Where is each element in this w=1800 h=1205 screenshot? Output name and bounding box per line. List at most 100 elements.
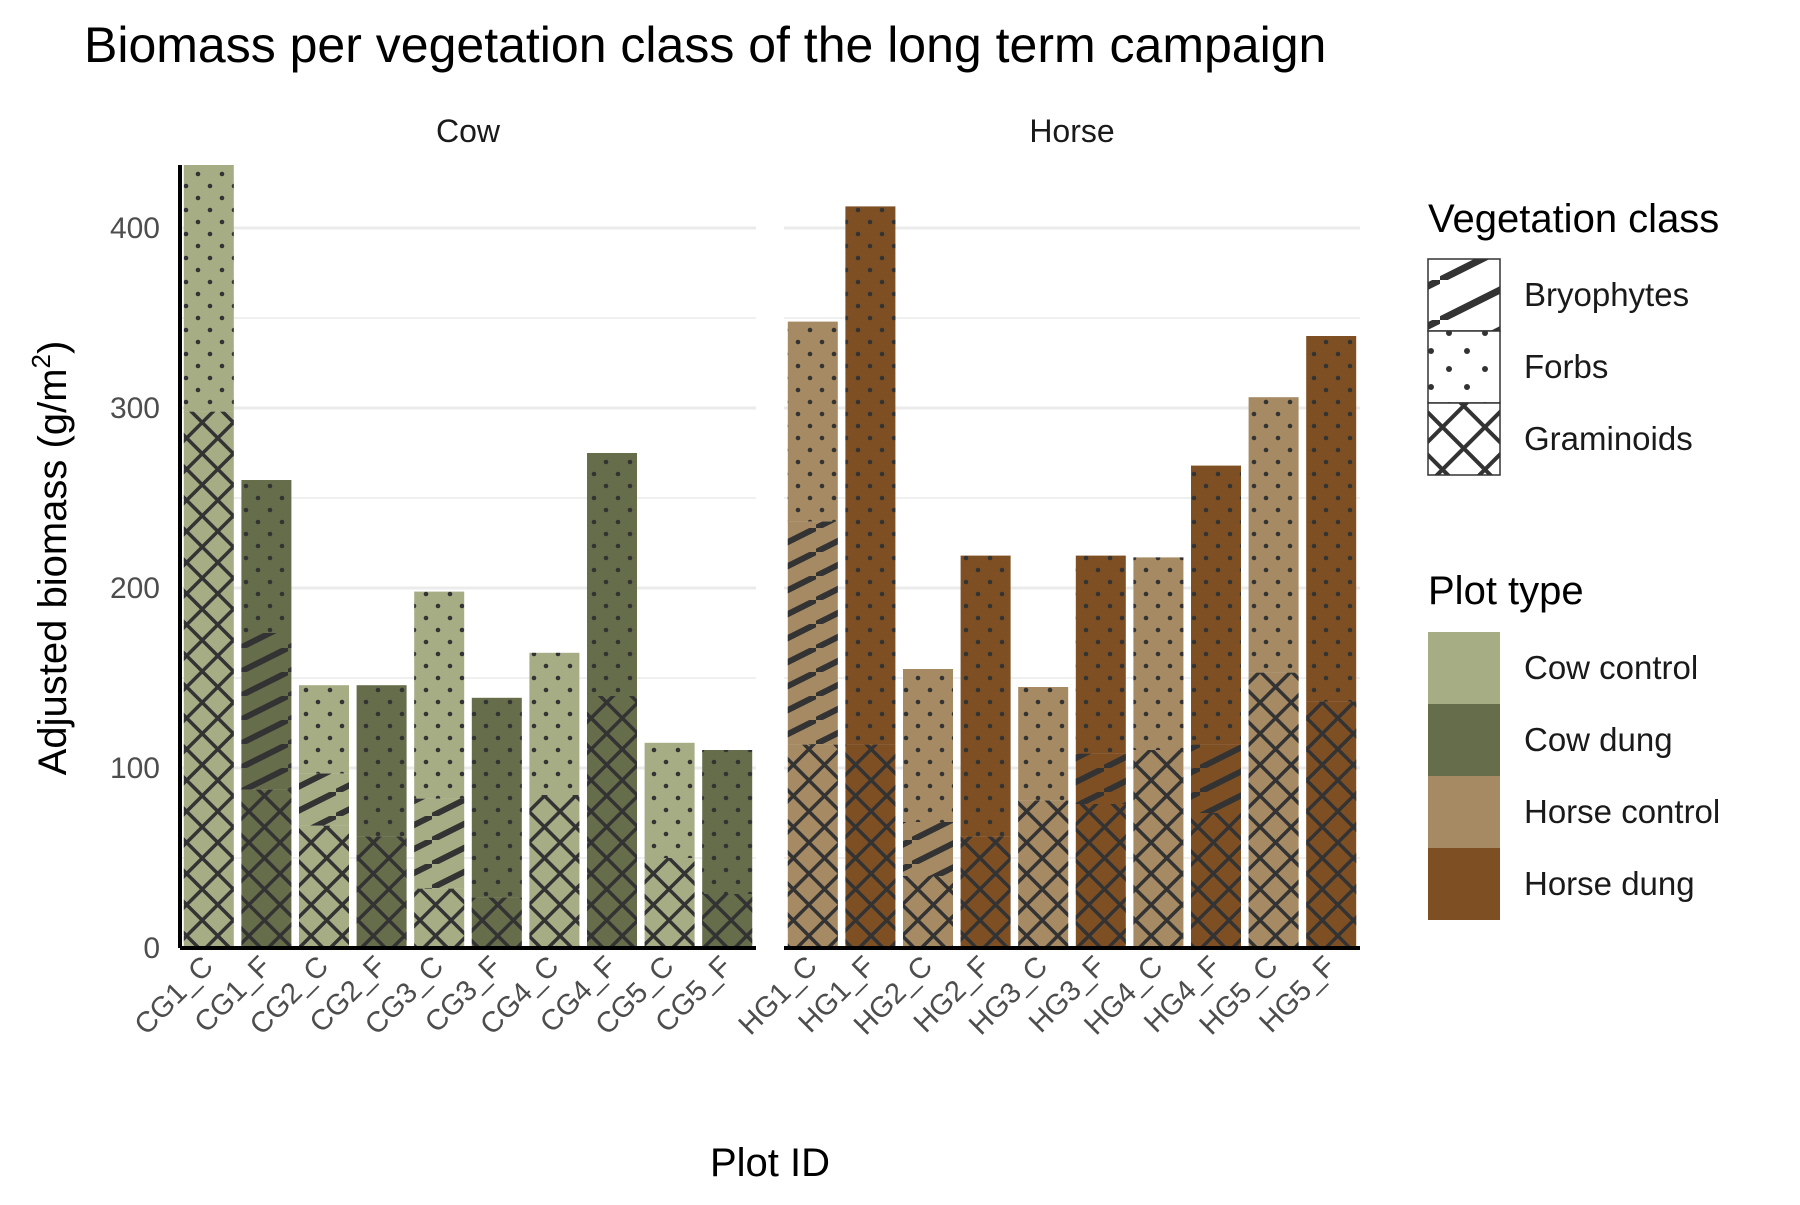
bar-cg2-c [299,685,349,948]
y-tick-label: 100 [110,752,160,785]
bar-pattern-bryophytes [1191,744,1241,813]
bar-hg5-c [1248,397,1299,948]
bar-pattern-forbs [845,206,896,745]
panel-strip-label: Cow [436,113,501,149]
bar-pattern-forbs [1248,397,1299,673]
legend-label: Bryophytes [1524,276,1689,313]
legend-key-pattern [1428,331,1500,403]
bar-pattern-forbs [299,685,349,774]
bar-pattern-forbs [644,742,695,858]
bar-pattern-graminoids [529,795,580,948]
y-tick-label: 400 [110,212,160,245]
legend-label: Graminoids [1524,420,1693,457]
bar-pattern-forbs [1018,687,1069,801]
bar-pattern-graminoids [299,825,349,948]
bar-pattern-graminoids [1306,701,1357,948]
bar-pattern-graminoids [1018,800,1069,948]
bar-pattern-graminoids [471,897,522,948]
bar-pattern-graminoids [845,744,896,948]
bar-pattern-graminoids [960,836,1011,948]
legend-key-swatch [1428,776,1500,848]
bar-pattern-bryophytes [903,822,953,876]
y-tick-label: 300 [110,392,160,425]
bar-pattern-graminoids [587,696,637,948]
bar-pattern-graminoids [414,888,465,948]
bar-cg5-c [644,742,695,948]
legend-item-graminoids: Graminoids [1427,402,1693,476]
bar-pattern-bryophytes [414,798,465,889]
legend-key-pattern [1428,403,1500,475]
bar-cg5-f [702,750,753,948]
legend-title-plot-type: Plot type [1428,569,1584,613]
legend-key-pattern [1428,259,1500,331]
legend-item-cow-dung: Cow dung [1428,704,1673,776]
x-axis-title: Plot ID [710,1141,830,1185]
bar-hg5-f [1306,336,1357,948]
bar-pattern-forbs [1133,557,1184,750]
bar-pattern-graminoids [241,789,292,948]
legend-label: Cow control [1524,649,1698,686]
bar-pattern-forbs [183,165,234,412]
panel-horse: HorseHG1_CHG1_FHG2_CHG2_FHG3_CHG3_FHG4_C… [733,113,1360,1041]
bar-hg2-f [960,555,1011,948]
bar-pattern-graminoids [1191,813,1241,948]
panels: CowCG1_CCG1_FCG2_CCG2_FCG3_CCG3_FCG4_CCG… [110,113,1360,1041]
bar-pattern-bryophytes [299,773,349,826]
legend-title-vegetation: Vegetation class [1428,197,1719,241]
bar-pattern-forbs [1191,465,1241,745]
bar-pattern-graminoids [702,894,753,948]
bar-pattern-forbs [787,321,838,522]
legend-item-horse-control: Horse control [1428,776,1720,848]
bar-pattern-forbs [903,669,953,822]
panel-strip-label: Horse [1029,113,1114,149]
bar-pattern-graminoids [787,744,838,948]
bar-cg4-f [587,453,637,948]
bar-hg4-f [1191,465,1241,948]
bar-cg2-f [356,685,407,948]
bar-pattern-forbs [356,685,407,837]
bar-pattern-forbs [1306,336,1357,702]
bar-cg1-c [183,165,234,949]
panel-cow: CowCG1_CCG1_FCG2_CCG2_FCG3_CCG3_FCG4_CCG… [110,113,756,1041]
legend-item-horse-dung: Horse dung [1428,848,1695,920]
legend-item-cow-control: Cow control [1428,632,1698,704]
bar-pattern-forbs [471,697,522,898]
legend-key-swatch [1428,632,1500,704]
bar-pattern-graminoids [903,876,953,948]
bar-pattern-graminoids [1133,750,1184,948]
legend-label: Forbs [1524,348,1608,385]
chart-title: Biomass per vegetation class of the long… [84,17,1326,73]
bar-cg3-f [471,697,522,948]
bar-cg3-c [414,591,465,948]
bar-cg1-f [241,480,292,948]
bar-pattern-forbs [1075,555,1126,754]
y-axis-title: Adjusted biomass (g/m2) [26,341,75,776]
bar-hg4-c [1133,557,1184,948]
y-axis-title-main: Adjusted biomass (g/m [31,368,75,775]
bar-pattern-forbs [414,591,465,799]
bar-hg1-f [845,206,896,948]
legend-key-swatch [1428,704,1500,776]
legend-label: Horse dung [1524,865,1695,902]
bar-pattern-graminoids [183,411,234,949]
legend-key-swatch [1428,848,1500,920]
bar-hg3-f [1075,555,1126,948]
legend-label: Cow dung [1524,721,1673,758]
bar-pattern-graminoids [644,858,695,948]
y-axis-title-tail: ) [31,341,75,354]
bar-hg1-c [787,321,838,948]
bar-pattern-bryophytes [1075,753,1126,804]
bar-hg2-c [903,669,953,948]
legend-item-bryophytes: Bryophytes [1427,258,1689,332]
bar-pattern-bryophytes [787,521,838,745]
legend-label: Horse control [1524,793,1720,830]
bar-pattern-graminoids [1248,672,1299,948]
y-tick-label: 0 [143,932,160,965]
bar-hg3-c [1018,687,1069,948]
y-axis-title-superscript: 2 [26,354,56,368]
bar-pattern-forbs [960,555,1011,837]
bar-pattern-forbs [702,750,753,894]
bar-pattern-graminoids [1075,804,1126,948]
